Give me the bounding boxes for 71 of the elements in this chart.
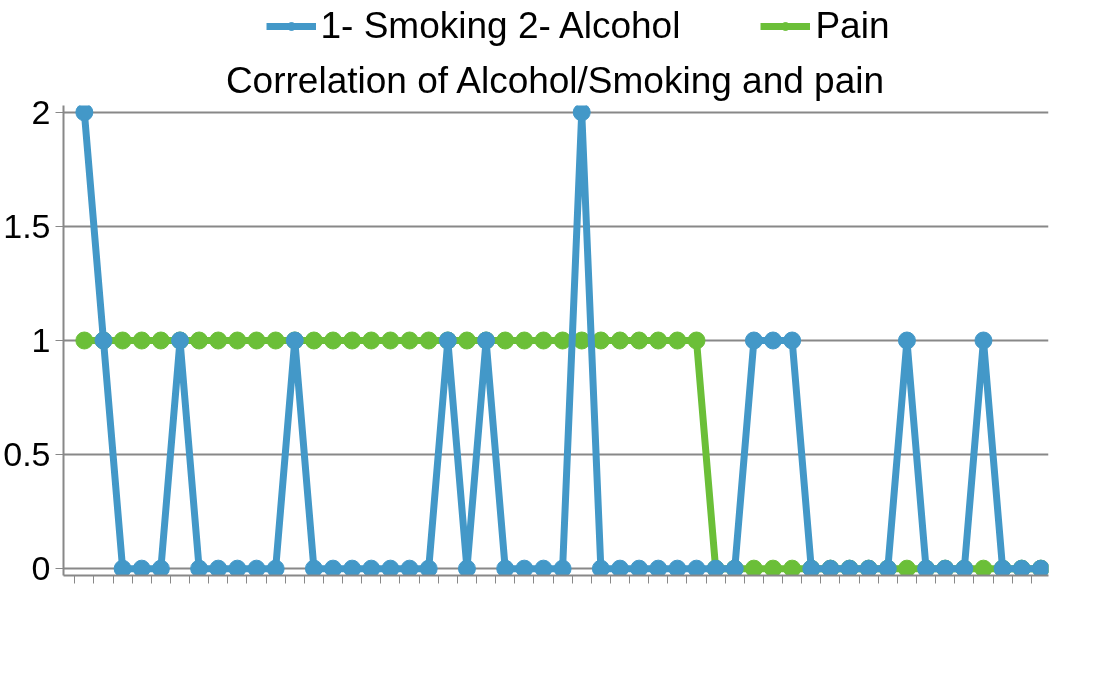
point	[75, 331, 94, 350]
point	[324, 331, 343, 350]
point	[419, 559, 438, 576]
point	[190, 331, 209, 350]
point	[190, 559, 209, 576]
point	[744, 559, 763, 576]
chart-title: Correlation of Alcohol/Smoking and pain	[225, 59, 885, 101]
point	[228, 559, 247, 576]
point	[764, 331, 783, 350]
y-tick-label: 1.5	[3, 206, 51, 245]
point	[783, 559, 802, 576]
point	[151, 331, 170, 350]
point	[610, 559, 629, 576]
y-tick-label: 2	[31, 92, 51, 131]
point	[209, 559, 228, 576]
point	[649, 559, 668, 576]
point	[897, 559, 916, 576]
point	[343, 331, 362, 350]
point	[668, 559, 687, 576]
point	[783, 331, 802, 350]
point	[630, 331, 649, 350]
point	[687, 559, 706, 576]
point	[897, 331, 916, 350]
point	[974, 559, 993, 576]
point	[381, 559, 400, 576]
point	[247, 559, 266, 576]
point	[400, 331, 419, 350]
point	[113, 331, 132, 350]
point	[457, 331, 476, 350]
point	[228, 331, 247, 350]
legend-label: 1- Smoking 2- Alcohol	[320, 5, 681, 47]
point	[515, 331, 534, 350]
point	[649, 331, 668, 350]
point	[381, 331, 400, 350]
point	[687, 331, 706, 350]
point	[496, 331, 515, 350]
point	[610, 331, 629, 350]
point	[343, 559, 362, 576]
point	[113, 559, 132, 576]
y-tick-label: 1	[31, 321, 51, 359]
point	[400, 559, 419, 576]
point	[362, 559, 381, 576]
legend-label: Pain	[815, 5, 890, 47]
point	[209, 331, 228, 350]
y-tick-label: 0	[31, 549, 51, 588]
point	[151, 559, 170, 576]
point	[668, 331, 687, 350]
point	[974, 331, 993, 350]
point	[764, 559, 783, 576]
point	[534, 559, 553, 576]
point	[419, 331, 438, 350]
point	[630, 559, 649, 576]
point	[304, 331, 323, 350]
point	[75, 105, 94, 122]
point	[457, 559, 476, 576]
y-tick-label: 0.5	[3, 435, 51, 474]
point	[266, 559, 285, 576]
point	[362, 331, 381, 350]
point	[132, 559, 151, 576]
point	[324, 559, 343, 576]
point	[591, 559, 610, 576]
point	[132, 331, 151, 350]
point	[572, 105, 591, 122]
point	[534, 331, 553, 350]
point	[304, 559, 323, 576]
point	[266, 331, 285, 350]
point	[247, 331, 266, 350]
point	[553, 559, 572, 576]
point	[515, 559, 534, 576]
point	[496, 559, 515, 576]
point	[744, 331, 763, 350]
